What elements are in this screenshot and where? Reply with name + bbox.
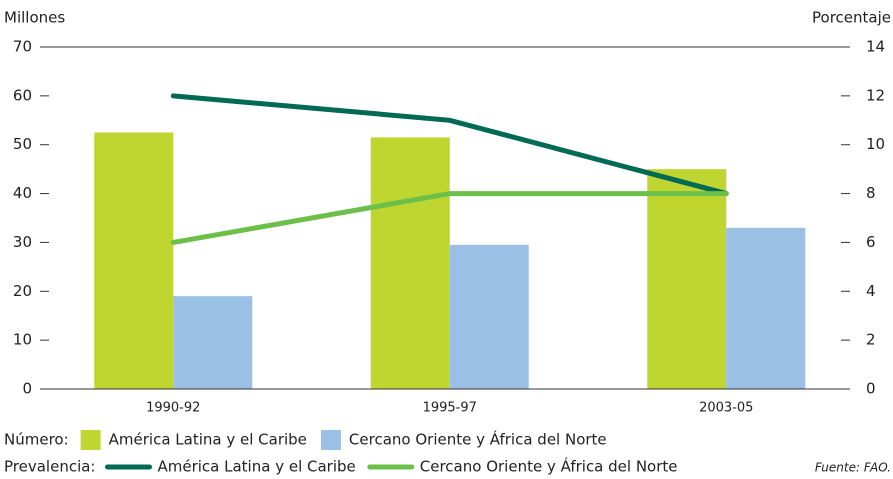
y2-tick-label: 0: [866, 380, 876, 398]
y2-tick-label: 6: [866, 233, 876, 251]
x-tick-label: 1995-97: [423, 401, 477, 416]
y2-axis-label: Porcentaje: [812, 9, 891, 27]
line: [170, 93, 729, 197]
y2-tick-label: 12: [866, 86, 885, 104]
y2-tick-label: 14: [866, 38, 885, 56]
legend-label: Cercano Oriente y África del Norte: [349, 430, 607, 449]
y-axis-label: Millones: [4, 9, 65, 27]
x-tick-label: 1990-92: [146, 401, 200, 416]
y2-tick-label: 8: [866, 184, 876, 202]
y-tick-label: 30: [13, 233, 32, 251]
legend-group-label: Número:: [4, 431, 69, 449]
legend-label: Cercano Oriente y África del Norte: [420, 457, 678, 476]
legend-swatch: [80, 430, 101, 450]
y-tick-label: 50: [13, 135, 32, 153]
bar: [370, 137, 450, 389]
bar: [726, 227, 806, 389]
y-tick-label: 10: [13, 331, 32, 349]
y-tick-label: 70: [13, 38, 32, 56]
y-tick-label: 20: [13, 282, 32, 300]
y-tick-label: 0: [22, 380, 32, 398]
bar: [173, 296, 253, 389]
legend-label: América Latina y el Caribe: [157, 458, 355, 476]
source: Fuente: FAO.: [815, 461, 891, 475]
legend-group-label: Prevalencia:: [4, 458, 95, 476]
legend-swatch: [320, 430, 341, 450]
y-tick-label: 40: [13, 184, 32, 202]
y2-tick-label: 2: [866, 331, 876, 349]
y2-tick-label: 4: [866, 282, 876, 300]
y2-tick-label: 10: [866, 135, 885, 153]
bar: [94, 132, 174, 389]
bar: [449, 244, 529, 389]
bar: [647, 169, 727, 389]
y-tick-label: 60: [13, 86, 32, 104]
x-tick-label: 2003-05: [699, 401, 753, 416]
line: [170, 191, 729, 245]
legend-label: América Latina y el Caribe: [109, 431, 307, 449]
